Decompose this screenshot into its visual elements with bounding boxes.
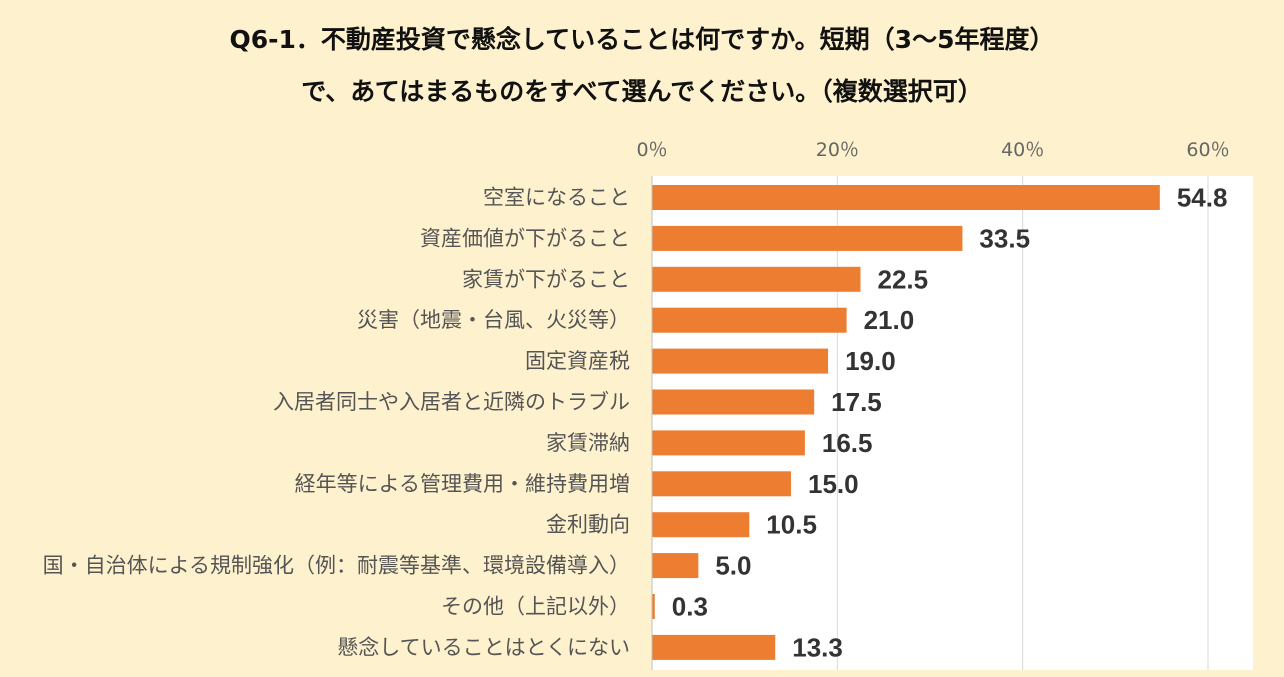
bar	[652, 430, 805, 456]
y-category-label: 国・自治体による規制強化（例：耐震等基準、環境設備導入）	[43, 554, 630, 578]
bar	[652, 348, 829, 374]
data-label: 10.5	[766, 510, 817, 540]
y-category-label: 空室になること	[483, 186, 630, 210]
y-category-label: 金利動向	[546, 513, 630, 537]
data-label: 0.3	[672, 592, 708, 622]
x-tick-label: 60％	[1186, 139, 1229, 161]
y-category-label: 懸念していることはとくにない	[337, 635, 630, 659]
y-category-label: 入居者同士や入居者と近隣のトラブル	[273, 390, 630, 414]
data-label: 17.5	[831, 387, 882, 417]
bar	[652, 512, 750, 538]
data-label: 15.0	[808, 469, 859, 499]
bar	[652, 471, 791, 497]
bar	[652, 225, 963, 251]
x-tick-label: 20％	[816, 139, 859, 161]
plot-area	[652, 176, 1253, 670]
data-label: 13.3	[792, 632, 843, 662]
bar	[652, 634, 776, 660]
data-label: 33.5	[979, 223, 1030, 253]
data-label: 16.5	[822, 428, 873, 458]
data-label: 21.0	[864, 305, 915, 335]
y-category-label: 災害（地震・台風、火災等）	[357, 308, 630, 332]
data-label: 54.8	[1177, 183, 1228, 213]
bar	[652, 389, 815, 415]
data-label: 22.5	[878, 264, 929, 294]
data-label: 19.0	[845, 346, 896, 376]
y-category-label: その他（上記以外）	[441, 595, 630, 619]
bar	[652, 594, 655, 619]
y-category-label: 家賃滞納	[546, 431, 630, 455]
data-label: 5.0	[715, 551, 751, 581]
chart-title: Q6-1．不動産投資で懸念していることは何ですか。短期（3〜5年程度）	[229, 25, 1055, 54]
x-tick-label: 0％	[636, 139, 667, 161]
y-category-label: 資産価値が下がること	[420, 226, 630, 250]
bar	[652, 185, 1160, 210]
chart-subtitle: で、あてはまるものをすべて選んでください。（複数選択可）	[301, 77, 983, 106]
y-category-label: 経年等による管理費用・維持費用増	[295, 472, 630, 496]
bar	[652, 307, 847, 333]
bar	[652, 553, 699, 579]
bar	[652, 266, 861, 292]
x-tick-label: 40％	[1001, 139, 1044, 161]
y-category-label: 家賃が下がること	[462, 267, 630, 291]
y-category-label: 固定資産税	[525, 349, 630, 373]
